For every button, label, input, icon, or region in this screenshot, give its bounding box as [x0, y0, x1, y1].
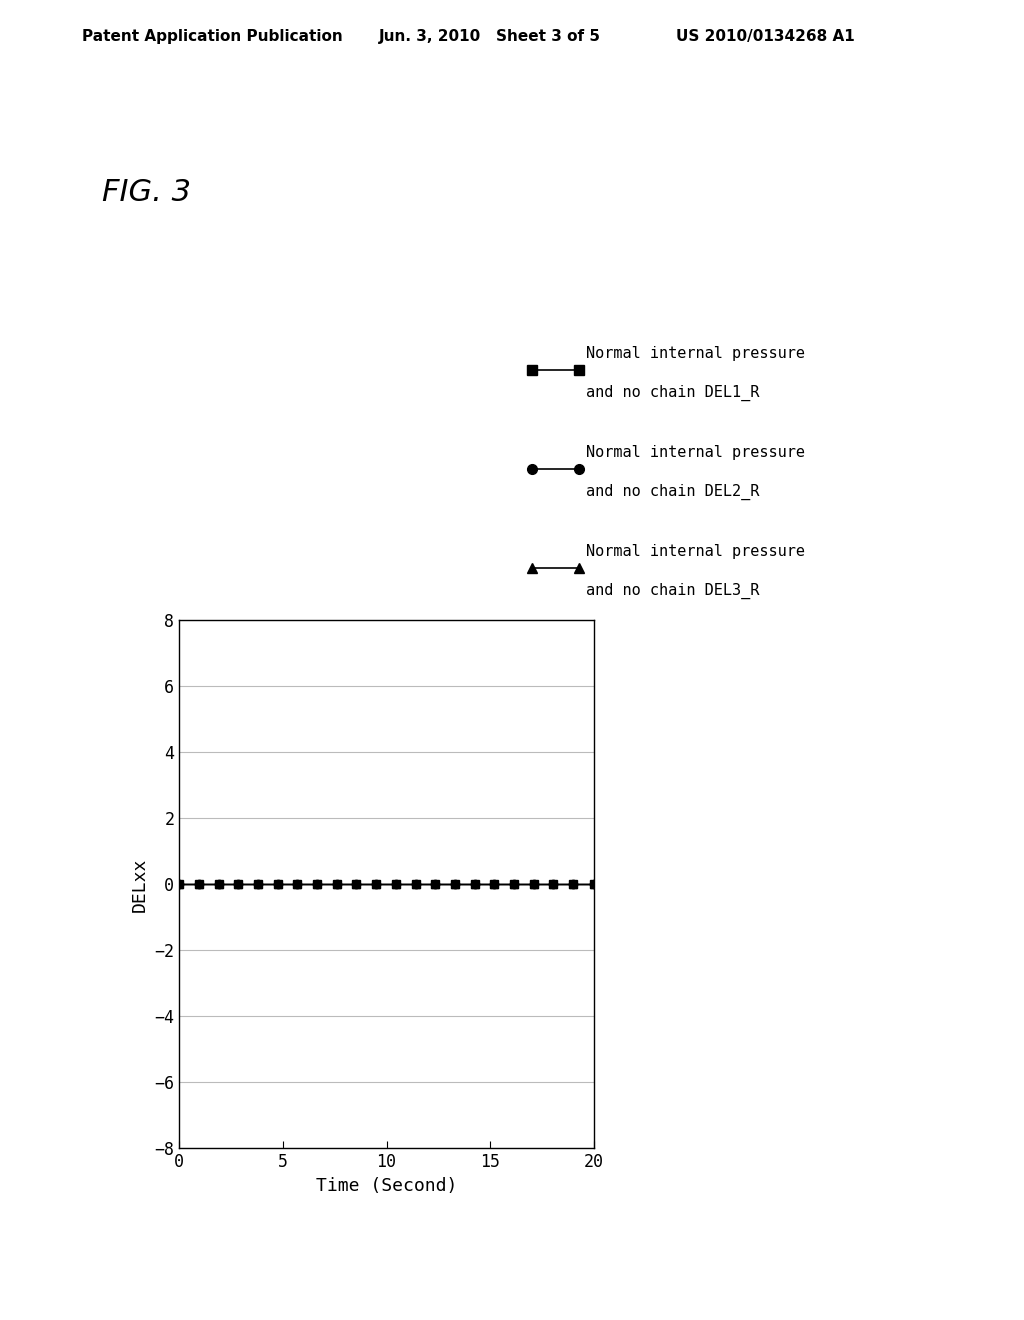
Text: Normal internal pressure: Normal internal pressure: [586, 346, 805, 362]
Text: and no chain DEL2_R: and no chain DEL2_R: [586, 484, 759, 500]
Text: FIG. 3: FIG. 3: [102, 178, 191, 207]
Text: Patent Application Publication: Patent Application Publication: [82, 29, 343, 44]
Text: Normal internal pressure: Normal internal pressure: [586, 445, 805, 461]
Text: Jun. 3, 2010   Sheet 3 of 5: Jun. 3, 2010 Sheet 3 of 5: [379, 29, 601, 44]
Text: Normal internal pressure: Normal internal pressure: [586, 544, 805, 560]
Y-axis label: DELxx: DELxx: [131, 857, 148, 912]
Text: and no chain DEL1_R: and no chain DEL1_R: [586, 385, 759, 401]
Text: and no chain DEL3_R: and no chain DEL3_R: [586, 583, 759, 599]
Text: US 2010/0134268 A1: US 2010/0134268 A1: [676, 29, 855, 44]
X-axis label: Time (Second): Time (Second): [315, 1177, 458, 1195]
